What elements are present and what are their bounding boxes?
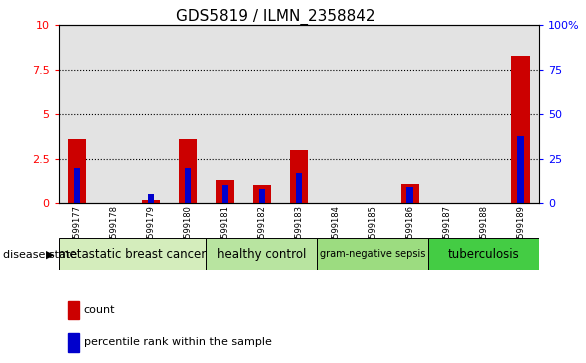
- Bar: [96, 25, 132, 203]
- Bar: [391, 25, 428, 203]
- FancyBboxPatch shape: [318, 238, 428, 270]
- Text: percentile rank within the sample: percentile rank within the sample: [84, 337, 271, 347]
- Bar: [179, 139, 197, 203]
- Bar: [289, 150, 308, 203]
- Bar: [74, 168, 80, 203]
- Bar: [502, 25, 539, 203]
- Bar: [68, 333, 79, 351]
- Bar: [185, 168, 191, 203]
- Bar: [295, 173, 302, 203]
- Bar: [465, 25, 502, 203]
- Bar: [512, 56, 530, 203]
- Text: metastatic breast cancer: metastatic breast cancer: [59, 248, 207, 261]
- Bar: [216, 180, 234, 203]
- Bar: [59, 25, 96, 203]
- Text: healthy control: healthy control: [217, 248, 306, 261]
- Bar: [68, 139, 86, 203]
- Bar: [355, 25, 391, 203]
- Bar: [318, 25, 355, 203]
- Text: gram-negative sepsis: gram-negative sepsis: [320, 249, 425, 259]
- Bar: [253, 185, 271, 203]
- Bar: [142, 200, 160, 203]
- Bar: [148, 195, 154, 203]
- FancyBboxPatch shape: [428, 238, 539, 270]
- Bar: [222, 185, 229, 203]
- Text: disease state: disease state: [3, 250, 77, 260]
- Bar: [517, 136, 524, 203]
- Bar: [400, 184, 419, 203]
- FancyBboxPatch shape: [59, 238, 206, 270]
- Text: GDS5819 / ILMN_2358842: GDS5819 / ILMN_2358842: [176, 9, 375, 25]
- Bar: [68, 301, 79, 319]
- Text: ▶: ▶: [46, 250, 54, 260]
- Bar: [243, 25, 280, 203]
- Bar: [407, 187, 413, 203]
- Text: tuberculosis: tuberculosis: [448, 248, 520, 261]
- Bar: [206, 25, 243, 203]
- Bar: [169, 25, 206, 203]
- Bar: [258, 189, 265, 203]
- Bar: [280, 25, 318, 203]
- Bar: [132, 25, 169, 203]
- Bar: [428, 25, 465, 203]
- FancyBboxPatch shape: [206, 238, 318, 270]
- Text: count: count: [84, 305, 115, 315]
